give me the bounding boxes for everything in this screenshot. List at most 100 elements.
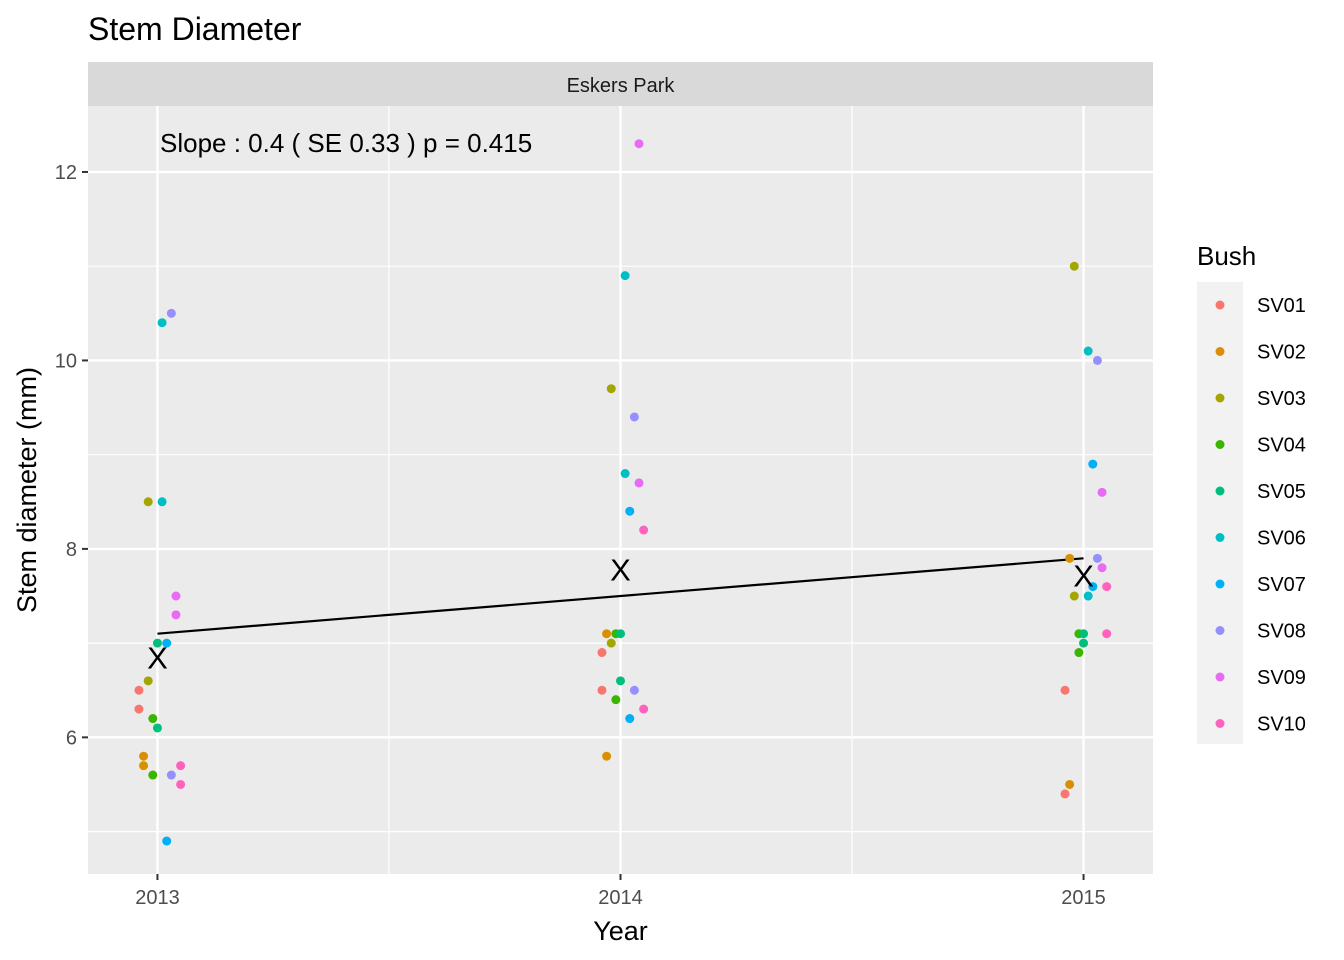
facet-label: Eskers Park <box>567 75 676 97</box>
points-layer <box>134 139 1112 846</box>
x-axis-label: Year <box>593 916 648 946</box>
x-tick-label: 2013 <box>135 887 180 909</box>
data-point-sv08 <box>166 308 176 318</box>
data-point-sv03 <box>606 384 616 394</box>
data-point-sv02 <box>1065 553 1075 563</box>
data-point-sv01 <box>1060 789 1070 799</box>
y-axis-label: Stem diameter (mm) <box>12 367 42 613</box>
data-point-sv06 <box>1083 591 1093 601</box>
data-point-sv07 <box>625 506 635 516</box>
mean-marker: X <box>1073 558 1094 593</box>
data-point-sv10 <box>176 779 186 789</box>
legend-key-panel <box>1197 282 1243 744</box>
data-point-sv05 <box>1079 638 1089 648</box>
data-point-sv07 <box>1088 459 1098 469</box>
x-tick-label: 2015 <box>1061 887 1106 909</box>
data-point-sv08 <box>629 412 639 422</box>
legend-key-sv07 <box>1215 579 1225 589</box>
data-point-sv07 <box>162 836 172 846</box>
mean-marker: X <box>147 640 168 675</box>
data-point-sv10 <box>639 704 649 714</box>
legend-key-sv08 <box>1215 626 1225 635</box>
data-point-sv09 <box>634 139 644 149</box>
data-point-sv02 <box>1065 779 1075 789</box>
legend-label: SV10 <box>1257 714 1306 736</box>
data-point-sv01 <box>597 685 607 695</box>
y-axis: 6 8 10 12 <box>55 162 88 749</box>
data-point-sv10 <box>1102 629 1112 639</box>
legend-key-sv04 <box>1215 440 1225 449</box>
data-point-sv07 <box>625 714 635 724</box>
facet-strip <box>88 62 1153 106</box>
data-point-sv05 <box>152 638 162 648</box>
data-point-sv03 <box>143 676 153 686</box>
data-point-sv04 <box>1074 648 1084 658</box>
legend-key-sv01 <box>1215 300 1225 310</box>
legend-key-sv10 <box>1215 719 1225 728</box>
legend-label: SV05 <box>1257 481 1306 503</box>
data-point-sv07 <box>162 638 172 648</box>
data-point-sv06 <box>1083 346 1093 356</box>
data-point-sv06 <box>157 497 167 507</box>
data-point-sv06 <box>620 271 630 281</box>
data-point-sv04 <box>148 770 158 780</box>
data-point-sv08 <box>166 770 176 780</box>
data-point-sv05 <box>1079 629 1089 639</box>
y-tick-label: 8 <box>66 539 77 561</box>
fit-line-layer <box>157 557 1084 635</box>
legend-key-sv09 <box>1215 672 1225 682</box>
data-point-sv10 <box>1102 582 1112 592</box>
legend-key-sv02 <box>1215 347 1225 356</box>
legend-title: Bush <box>1197 241 1256 271</box>
data-point-sv03 <box>1069 591 1079 601</box>
legend-label: SV03 <box>1257 388 1306 410</box>
data-point-sv08 <box>1092 553 1102 563</box>
y-tick-label: 10 <box>55 350 77 372</box>
data-point-sv09 <box>171 591 181 601</box>
legend: SV01 SV02 SV03 SV04 SV05 SV06 SV07 SV08 SV09 SV10 <box>1215 295 1306 736</box>
grid-major <box>88 106 1153 874</box>
data-point-sv09 <box>634 478 644 488</box>
legend-label: SV01 <box>1257 295 1306 317</box>
data-point-sv01 <box>134 704 144 714</box>
means-layer: X X X <box>147 553 1094 676</box>
data-point-sv07 <box>1088 582 1098 592</box>
data-point-sv03 <box>1069 261 1079 271</box>
data-point-sv09 <box>1097 487 1107 497</box>
data-point-sv05 <box>616 676 625 686</box>
data-point-sv06 <box>157 318 167 328</box>
data-point-sv05 <box>616 629 625 639</box>
y-tick-label: 6 <box>66 727 77 749</box>
trend-line <box>157 557 1084 635</box>
mean-marker: X <box>610 553 631 588</box>
y-tick-label: 12 <box>55 162 77 184</box>
legend-label: SV07 <box>1257 574 1306 596</box>
data-point-sv02 <box>139 761 149 771</box>
x-tick-label: 2014 <box>598 887 643 909</box>
data-point-sv08 <box>629 685 639 695</box>
legend-label: SV09 <box>1257 667 1306 689</box>
data-point-sv02 <box>602 629 612 639</box>
legend-key-sv06 <box>1215 533 1225 542</box>
data-point-sv01 <box>1060 685 1070 695</box>
data-point-sv09 <box>171 610 181 620</box>
legend-label: SV04 <box>1257 435 1306 457</box>
chart-title: Stem Diameter <box>88 11 302 47</box>
data-point-sv06 <box>620 469 630 479</box>
legend-label: SV08 <box>1257 621 1306 643</box>
data-point-sv10 <box>176 761 186 771</box>
legend-key-sv05 <box>1215 486 1225 496</box>
data-point-sv02 <box>602 751 612 761</box>
x-axis: 2013 2014 2015 <box>135 874 1106 909</box>
data-point-sv09 <box>1097 563 1107 573</box>
data-point-sv05 <box>152 723 162 733</box>
data-point-sv10 <box>639 525 649 535</box>
data-point-sv02 <box>139 751 149 761</box>
data-point-sv04 <box>148 714 158 724</box>
legend-key-sv03 <box>1215 393 1225 403</box>
legend-label: SV02 <box>1257 342 1306 364</box>
stats-annotation: Slope : 0.4 ( SE 0.33 ) p = 0.415 <box>160 128 532 158</box>
data-point-sv08 <box>1092 355 1102 365</box>
legend-label: SV06 <box>1257 528 1306 550</box>
